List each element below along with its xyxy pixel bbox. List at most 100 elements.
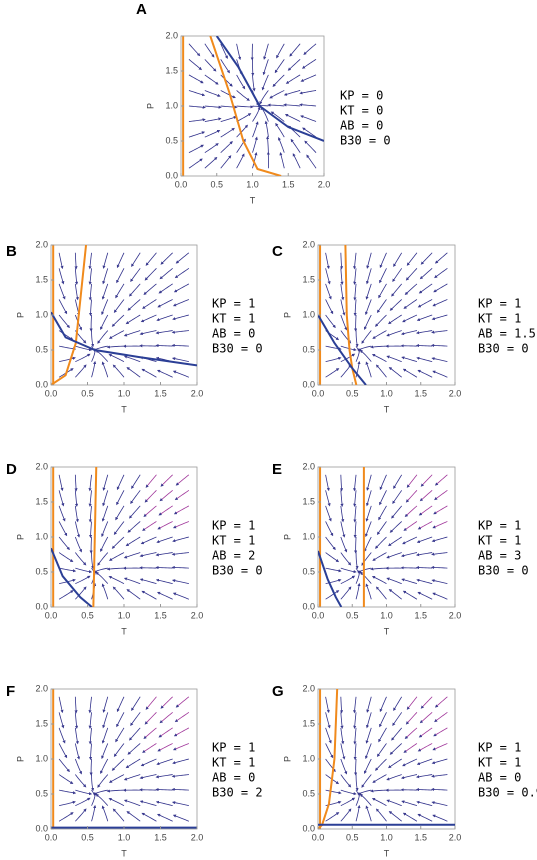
streamline: [432, 743, 448, 751]
streamline: [266, 135, 270, 153]
y-tick-label: 1.5: [302, 274, 315, 284]
x-tick-label: 2.0: [191, 832, 204, 842]
streamline: [403, 299, 418, 309]
y-tick-label: 2.0: [302, 239, 315, 249]
streamline: [379, 696, 387, 713]
x-tick-label: 1.5: [414, 388, 427, 398]
streamline: [220, 59, 230, 74]
streamline: [325, 356, 342, 363]
streamline: [402, 368, 418, 378]
streamline: [88, 283, 92, 301]
streamline: [188, 158, 203, 169]
streamline: [204, 105, 222, 109]
streamline: [353, 743, 357, 761]
streamline: [379, 268, 387, 284]
streamline: [172, 814, 190, 822]
x-tick-label: 2.0: [449, 832, 462, 842]
streamline: [388, 811, 402, 822]
y-tick-label: 1.0: [302, 309, 315, 319]
streamline: [392, 490, 403, 505]
streamline: [386, 577, 402, 585]
nullcline: [51, 547, 93, 607]
streamline: [420, 474, 433, 487]
streamline: [406, 252, 418, 266]
streamline: [131, 474, 141, 490]
y-axis-label: P: [282, 756, 292, 762]
streamline: [431, 579, 448, 585]
streamline: [157, 299, 173, 308]
panel-label: G: [272, 683, 284, 700]
streamline: [378, 727, 387, 743]
streamline: [363, 758, 372, 775]
streamline: [275, 122, 285, 138]
x-tick-label: 0.0: [45, 610, 58, 620]
streamline: [355, 774, 359, 792]
streamline: [325, 812, 340, 822]
streamline: [125, 758, 141, 769]
streamline: [97, 774, 109, 788]
streamline: [433, 505, 448, 515]
parameter: B30 = 2: [212, 786, 263, 800]
streamline: [402, 758, 418, 767]
x-tick-label: 0.5: [346, 388, 359, 398]
x-tick-label: 1.5: [154, 388, 167, 398]
streamline: [128, 505, 141, 519]
x-tick-label: 1.5: [414, 610, 427, 620]
streamline: [432, 521, 448, 529]
streamline: [340, 345, 357, 352]
streamline: [171, 357, 189, 363]
y-tick-label: 0.5: [165, 135, 178, 145]
streamline: [405, 490, 418, 503]
streamline: [375, 586, 387, 600]
streamline: [416, 356, 433, 363]
streamline: [127, 743, 141, 755]
streamline: [220, 127, 235, 138]
parameter: AB = 2: [212, 549, 255, 563]
streamline: [75, 552, 87, 566]
x-axis-label: T: [250, 195, 256, 205]
streamline: [102, 474, 109, 491]
streamline: [378, 505, 387, 521]
streamline: [143, 505, 157, 517]
streamline: [131, 696, 141, 712]
nullcline: [215, 36, 324, 142]
streamline: [325, 590, 340, 600]
streamline: [339, 252, 344, 270]
streamline: [415, 330, 433, 335]
streamline: [95, 571, 109, 584]
streamline: [188, 105, 206, 109]
streamline: [91, 804, 97, 822]
streamline: [204, 43, 215, 58]
streamline: [58, 268, 65, 285]
streamline: [325, 712, 331, 729]
streamline: [156, 591, 173, 600]
y-tick-label: 1.0: [302, 531, 315, 541]
streamline: [340, 299, 346, 316]
streamline: [58, 505, 66, 522]
streamline: [431, 774, 448, 778]
streamline: [325, 552, 340, 563]
streamline: [88, 252, 92, 270]
streamline: [274, 59, 285, 74]
streamline: [141, 812, 157, 822]
streamline: [58, 712, 65, 729]
streamline: [372, 330, 387, 339]
streamline: [365, 805, 372, 822]
streamline: [75, 353, 91, 363]
streamline: [139, 578, 157, 585]
y-tick-label: 0.0: [302, 823, 315, 833]
x-tick-label: 1.0: [118, 388, 131, 398]
streamline: [130, 712, 141, 726]
x-tick-label: 2.0: [318, 179, 331, 189]
streamline: [272, 74, 285, 87]
streamline: [220, 43, 228, 59]
y-tick-label: 1.0: [302, 753, 315, 763]
streamline: [376, 299, 387, 314]
streamline: [101, 583, 109, 600]
streamline: [75, 364, 87, 378]
streamline: [434, 490, 448, 501]
streamline: [113, 521, 125, 536]
streamline: [325, 368, 340, 378]
parameter: AB = 0: [478, 771, 521, 785]
y-axis-label: P: [15, 312, 25, 318]
